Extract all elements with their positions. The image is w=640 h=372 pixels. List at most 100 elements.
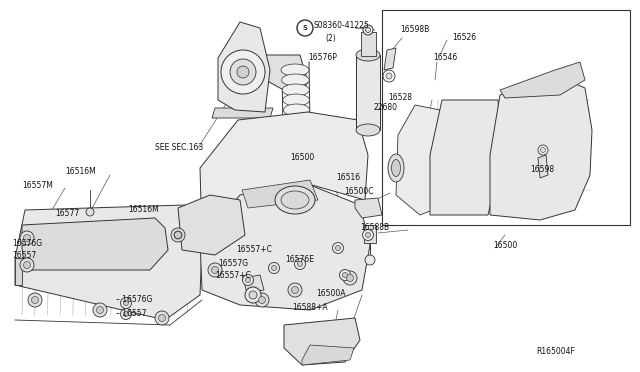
Circle shape xyxy=(246,278,250,282)
Text: 16557M: 16557M xyxy=(22,180,53,189)
Polygon shape xyxy=(15,205,202,320)
Circle shape xyxy=(221,50,265,94)
Ellipse shape xyxy=(288,174,310,186)
Circle shape xyxy=(20,258,34,272)
Circle shape xyxy=(259,296,266,304)
Circle shape xyxy=(291,286,298,294)
Ellipse shape xyxy=(281,64,309,76)
Ellipse shape xyxy=(282,74,309,86)
Circle shape xyxy=(208,263,222,277)
Ellipse shape xyxy=(392,160,401,176)
Bar xyxy=(361,32,376,56)
Circle shape xyxy=(159,314,166,321)
Text: 16500: 16500 xyxy=(290,154,314,163)
Circle shape xyxy=(362,230,374,241)
Ellipse shape xyxy=(282,84,309,96)
Polygon shape xyxy=(200,185,370,310)
Circle shape xyxy=(271,266,276,270)
Text: 16557G: 16557G xyxy=(218,259,248,267)
Polygon shape xyxy=(396,105,450,215)
Text: 16500C: 16500C xyxy=(344,186,374,196)
Polygon shape xyxy=(384,48,396,70)
Text: 16598B: 16598B xyxy=(400,26,429,35)
Polygon shape xyxy=(302,345,354,365)
Circle shape xyxy=(120,308,131,320)
Circle shape xyxy=(120,298,131,308)
Text: 16516: 16516 xyxy=(336,173,360,183)
Text: 22680: 22680 xyxy=(374,103,398,112)
Text: 16500: 16500 xyxy=(493,241,517,250)
Polygon shape xyxy=(218,22,270,112)
Circle shape xyxy=(335,246,340,250)
Circle shape xyxy=(255,293,269,307)
Ellipse shape xyxy=(283,94,310,106)
Polygon shape xyxy=(212,108,273,118)
Text: SEE SEC.163: SEE SEC.163 xyxy=(155,144,204,153)
Ellipse shape xyxy=(284,104,310,116)
Ellipse shape xyxy=(287,154,310,166)
Polygon shape xyxy=(22,218,168,270)
Circle shape xyxy=(297,20,313,36)
Circle shape xyxy=(346,275,353,282)
Circle shape xyxy=(343,271,357,285)
Bar xyxy=(356,55,380,130)
Text: 16500A: 16500A xyxy=(316,289,346,298)
Circle shape xyxy=(97,307,104,314)
Polygon shape xyxy=(260,55,308,98)
Ellipse shape xyxy=(285,124,310,136)
Circle shape xyxy=(538,145,548,155)
Circle shape xyxy=(155,311,169,325)
Polygon shape xyxy=(243,275,264,293)
Ellipse shape xyxy=(289,184,311,196)
Circle shape xyxy=(24,234,31,241)
Circle shape xyxy=(365,255,375,265)
Circle shape xyxy=(383,70,395,82)
Circle shape xyxy=(288,283,302,297)
Circle shape xyxy=(365,28,371,32)
Text: 16557: 16557 xyxy=(12,251,36,260)
Circle shape xyxy=(365,232,371,237)
Text: 16576E: 16576E xyxy=(285,256,314,264)
Circle shape xyxy=(86,208,94,216)
Ellipse shape xyxy=(285,134,310,146)
Circle shape xyxy=(124,311,129,317)
Polygon shape xyxy=(284,318,360,365)
Circle shape xyxy=(124,301,129,305)
Text: 16576G: 16576G xyxy=(12,238,42,247)
Text: 16598: 16598 xyxy=(530,166,554,174)
Circle shape xyxy=(339,269,351,280)
Polygon shape xyxy=(200,112,368,240)
Ellipse shape xyxy=(275,186,315,214)
Circle shape xyxy=(541,148,545,153)
Circle shape xyxy=(175,231,182,238)
Ellipse shape xyxy=(281,191,309,209)
Circle shape xyxy=(245,287,261,303)
Ellipse shape xyxy=(356,124,380,136)
Text: 16557+C: 16557+C xyxy=(215,270,251,279)
Polygon shape xyxy=(355,198,382,218)
Text: 16528: 16528 xyxy=(388,93,412,103)
Text: 16526: 16526 xyxy=(452,33,476,42)
Circle shape xyxy=(174,231,182,239)
Circle shape xyxy=(230,59,256,85)
Text: – 16557: – 16557 xyxy=(116,308,147,317)
Circle shape xyxy=(31,296,38,304)
Polygon shape xyxy=(178,195,245,255)
Bar xyxy=(364,225,376,243)
Polygon shape xyxy=(490,75,592,220)
Circle shape xyxy=(243,275,253,285)
Text: 16588B: 16588B xyxy=(360,224,389,232)
Text: (2): (2) xyxy=(325,33,336,42)
Polygon shape xyxy=(242,180,318,208)
Text: S08360-41225: S08360-41225 xyxy=(313,20,369,29)
Circle shape xyxy=(249,291,257,299)
Text: 16516M: 16516M xyxy=(128,205,159,215)
Circle shape xyxy=(237,66,249,78)
Polygon shape xyxy=(430,100,502,215)
Ellipse shape xyxy=(286,144,310,156)
Ellipse shape xyxy=(287,164,310,176)
Polygon shape xyxy=(15,258,22,285)
Circle shape xyxy=(20,231,34,245)
Text: 16576P: 16576P xyxy=(308,54,337,62)
Bar xyxy=(382,10,630,225)
